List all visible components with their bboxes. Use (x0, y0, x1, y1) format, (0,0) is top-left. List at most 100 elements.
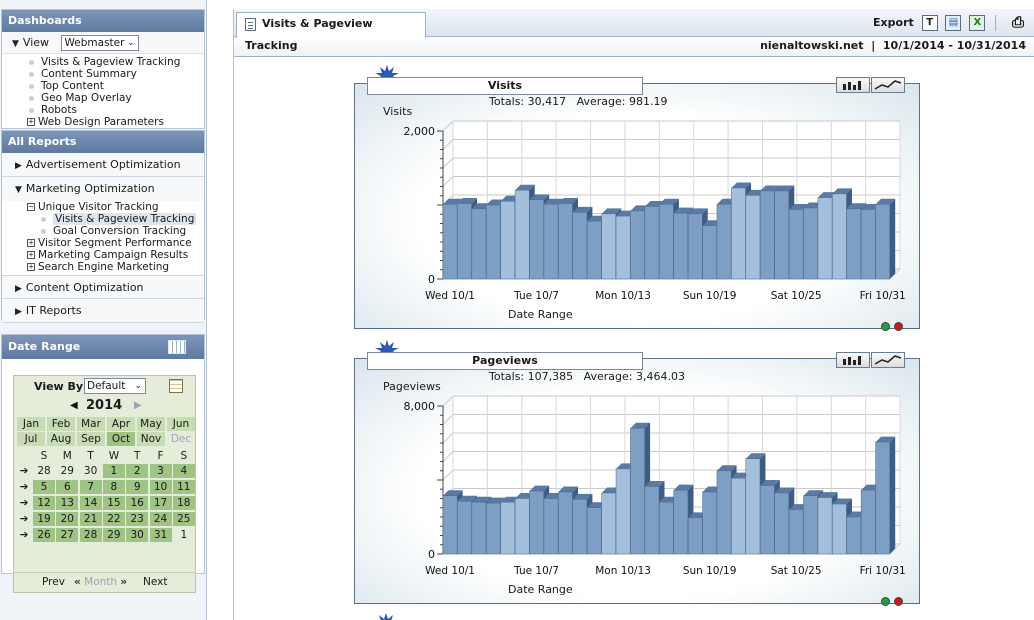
line-chart-button[interactable] (871, 352, 905, 368)
month-jun[interactable]: Jun (167, 417, 195, 431)
calendar-day[interactable]: 10 (149, 480, 172, 494)
section-advertisement-optimization[interactable]: ▶ Advertisement Optimization (2, 153, 204, 177)
calendar-day[interactable]: 12 (33, 496, 55, 510)
calendar-day[interactable]: 31 (149, 528, 172, 542)
month-jan[interactable]: Jan (17, 417, 45, 431)
print-icon[interactable]: ⎙ (1011, 13, 1024, 31)
export-html-icon[interactable]: ▤ (945, 15, 962, 31)
month-nov[interactable]: Nov (137, 432, 165, 446)
export-excel-icon[interactable]: X (969, 15, 986, 31)
calendar-day[interactable]: 20 (56, 512, 79, 526)
y-tick-label: 2,000 (404, 125, 436, 138)
calendar-day[interactable]: 1 (172, 528, 195, 542)
calendar-day[interactable]: 29 (56, 464, 79, 478)
select-week-arrow-icon[interactable]: ➔ (19, 497, 29, 509)
calendar-day[interactable]: 26 (33, 528, 55, 542)
dashboard-link-top-content[interactable]: Top Content (29, 80, 204, 92)
calendar-day[interactable]: 23 (126, 512, 149, 526)
calendar-day[interactable]: 5 (33, 480, 55, 494)
select-week-arrow-icon[interactable]: ➔ (19, 481, 29, 493)
bar-top (630, 422, 651, 429)
tree-unique-visitor-tracking[interactable]: − Unique Visitor Tracking (27, 201, 159, 213)
dashboard-link-web-design[interactable]: + Web Design Parameters (27, 116, 164, 128)
calendar-day[interactable]: 17 (149, 496, 172, 510)
section-marketing-optimization[interactable]: ▼ Marketing Optimization (2, 177, 204, 201)
calendar-day[interactable]: 29 (102, 528, 125, 542)
bar-chart-button[interactable] (836, 352, 870, 368)
month-dec[interactable]: Dec (170, 433, 192, 445)
export-text-icon[interactable]: T (921, 15, 938, 31)
calendar-day[interactable]: 8 (102, 480, 125, 494)
bar-front (514, 498, 530, 555)
calendar-day[interactable]: 15 (102, 496, 125, 510)
expand-plus-icon[interactable]: + (27, 117, 35, 126)
calendar-day[interactable]: 25 (172, 512, 195, 526)
calendar-day[interactable]: 11 (172, 480, 195, 494)
calendar-day[interactable]: 7 (79, 480, 102, 494)
tree-marketing-campaign-results[interactable]: + Marketing Campaign Results (27, 249, 189, 261)
month-jul[interactable]: Jul (17, 432, 45, 446)
x-tick-label: Wed 10/1 (425, 565, 475, 577)
dashboard-link-robots[interactable]: Robots (29, 104, 204, 116)
tree-search-engine-marketing[interactable]: + Search Engine Marketing (27, 261, 170, 273)
calendar-day[interactable]: 16 (126, 496, 149, 510)
expand-plus-icon[interactable]: + (27, 238, 35, 247)
calendar-day[interactable]: 9 (126, 480, 149, 494)
calendar-day[interactable]: 21 (79, 512, 102, 526)
tree-visits-pageview-tracking[interactable]: Visits & Pageview Tracking (27, 213, 204, 225)
month-sep[interactable]: Sep (77, 432, 105, 446)
select-week-arrow-icon[interactable]: ➔ (19, 513, 29, 525)
bar-front (601, 213, 616, 280)
calendar-day[interactable]: 18 (172, 496, 195, 510)
select-week-arrow-icon[interactable]: ➔ (19, 465, 29, 477)
date-range-title: Date Range (2, 335, 204, 359)
dashboard-link-geo-map[interactable]: Geo Map Overlay (29, 92, 204, 104)
calendar-day[interactable]: 30 (126, 528, 149, 542)
prev-year-arrow-icon[interactable]: ◀ (70, 400, 78, 411)
expand-plus-icon[interactable]: + (27, 250, 35, 259)
bullet-icon (41, 228, 46, 234)
month-mar[interactable]: Mar (77, 417, 105, 431)
section-content-optimization[interactable]: ▶ Content Optimization (2, 275, 204, 299)
calendar-day[interactable]: 30 (79, 464, 102, 478)
collapse-minus-icon[interactable]: − (27, 202, 35, 211)
month-may[interactable]: May (137, 417, 165, 431)
month-feb[interactable]: Feb (47, 417, 75, 431)
calendar-day[interactable]: 28 (79, 528, 102, 542)
dashboard-link-content-summary[interactable]: Content Summary (29, 68, 204, 80)
dashboard-link-visits[interactable]: Visits & Pageview Tracking (29, 56, 204, 68)
calendar-day[interactable]: 6 (56, 480, 79, 494)
calendar-day[interactable]: 19 (33, 512, 55, 526)
calendar-day[interactable]: 14 (79, 496, 102, 510)
calendar-day[interactable]: 22 (102, 512, 125, 526)
calendar-day[interactable]: 1 (102, 464, 125, 478)
calendar-icon[interactable] (169, 379, 183, 393)
view-by-select[interactable]: Default ⌄ (84, 378, 146, 394)
calendar-day[interactable]: 27 (56, 528, 79, 542)
line-chart-button[interactable] (871, 77, 905, 93)
view-select[interactable]: Webmaster ⌄ (60, 35, 139, 51)
month-apr[interactable]: Apr (107, 417, 135, 431)
expand-plus-icon[interactable]: + (27, 262, 35, 271)
month-aug[interactable]: Aug (47, 432, 75, 446)
prev-month-link[interactable]: Prev (42, 576, 65, 588)
month-oct[interactable]: Oct (107, 432, 135, 446)
calendar-grid-icon[interactable] (168, 340, 186, 354)
calendar-day[interactable]: 2 (126, 464, 149, 478)
tab-visits-pageview-tracking[interactable]: Visits & Pageview Tracking (236, 12, 426, 52)
calendar-day[interactable]: 24 (149, 512, 172, 526)
bar-top (673, 207, 694, 214)
next-year-arrow-icon[interactable]: ▶ (134, 400, 142, 411)
next-month-link[interactable]: Next (143, 576, 168, 588)
status-green-icon (881, 322, 890, 331)
bar-front (687, 517, 703, 555)
section-it-reports[interactable]: ▶ IT Reports (2, 299, 204, 323)
bar-chart-button[interactable] (836, 77, 870, 93)
tree-goal-conversion-tracking[interactable]: Goal Conversion Tracking (27, 225, 204, 237)
select-week-arrow-icon[interactable]: ➔ (19, 529, 29, 541)
calendar-day[interactable]: 4 (172, 464, 195, 478)
tree-visitor-segment-performance[interactable]: + Visitor Segment Performance (27, 237, 192, 249)
calendar-day[interactable]: 28 (33, 464, 55, 478)
calendar-day[interactable]: 3 (149, 464, 172, 478)
calendar-day[interactable]: 13 (56, 496, 79, 510)
